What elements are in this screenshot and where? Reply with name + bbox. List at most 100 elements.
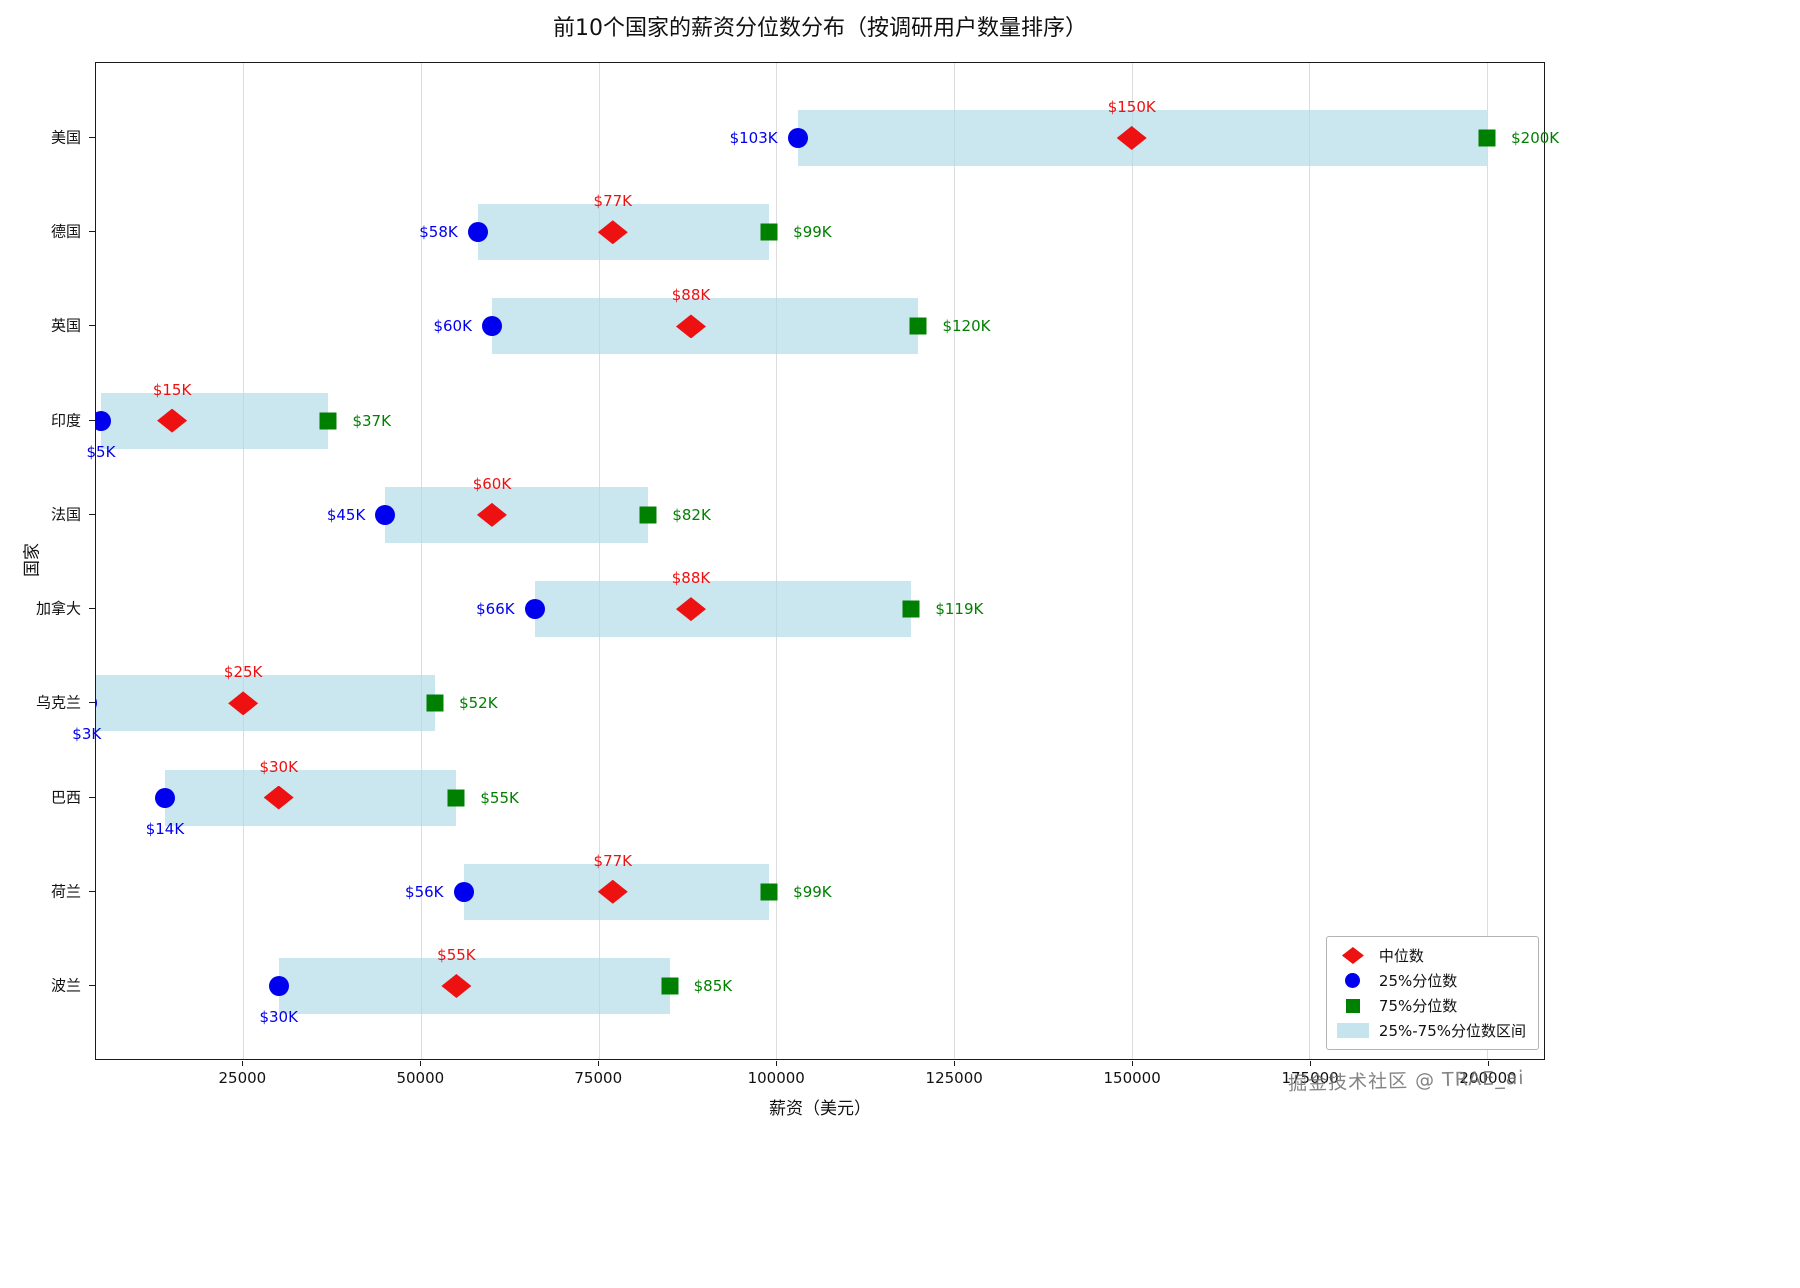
median-label: $88K (671, 286, 711, 305)
y-tick-label: 巴西 (50, 788, 81, 807)
median-label: $55K (437, 946, 476, 964)
x-tick-label: 75000 (574, 1069, 623, 1087)
gridline (1309, 63, 1311, 1059)
legend-item-band: 25%-75%分位数区间 (1335, 1020, 1526, 1041)
percentile-band (278, 958, 670, 1014)
x-tick-label: 25000 (218, 1069, 267, 1087)
x-tick-label: 100000 (747, 1069, 805, 1087)
x-tick-mark (776, 1061, 778, 1066)
legend-item-p25: 25%分位数 (1335, 970, 1526, 991)
median-label: $77K (593, 192, 633, 211)
x-tick-mark (420, 1061, 422, 1066)
y-tick-label: 法国 (50, 505, 81, 524)
x-tick-mark (954, 1061, 956, 1066)
p75-label: $52K (459, 694, 498, 713)
y-tick-label: 乌克兰 (35, 693, 81, 712)
median-label: $60K (472, 474, 512, 493)
x-tick-label: 125000 (925, 1069, 983, 1087)
p75-marker (661, 977, 679, 995)
square-icon (1345, 998, 1360, 1013)
gridline (953, 63, 955, 1059)
p75-marker (760, 883, 778, 901)
gridline (1487, 63, 1489, 1059)
p75-label: $119K (935, 600, 984, 619)
percentile-band (100, 392, 329, 449)
p75-label: $99K (793, 882, 832, 901)
x-tick-label: 200000 (1459, 1069, 1517, 1087)
y-tick-mark (89, 325, 95, 327)
p75-marker (902, 600, 920, 618)
legend-item-median: 中位数 (1335, 945, 1526, 966)
p25-label: $14K (145, 819, 185, 838)
legend-item-p75: 75%分位数 (1335, 995, 1526, 1016)
plot-area: $150K $103K $200K $77K $58K $99K $88K $60K $120K… (72, 62, 1559, 1060)
x-tick-mark (598, 1061, 600, 1066)
p25-label: $30K (259, 1008, 298, 1026)
gridline (598, 63, 600, 1059)
p75-label: $99K (793, 223, 832, 242)
y-tick-label: 德国 (50, 222, 81, 241)
y-tick-mark (89, 985, 95, 986)
p75-label: $85K (693, 977, 733, 995)
percentile-band (96, 675, 436, 732)
p75-label: $200K (1511, 129, 1560, 147)
gridline-layer (96, 63, 1544, 1059)
x-tick-mark (1310, 1061, 1312, 1066)
gridline (776, 63, 778, 1059)
x-tick-label: 175000 (1281, 1069, 1339, 1087)
p25-marker (524, 599, 545, 620)
p75-marker (426, 694, 444, 712)
y-tick-mark (89, 890, 95, 892)
p25-marker (154, 787, 175, 808)
y-tick-mark (89, 702, 95, 704)
x-tick-mark (1488, 1061, 1490, 1066)
legend-label: 75%分位数 (1378, 997, 1458, 1015)
y-tick-label: 加拿大 (35, 599, 81, 618)
p75-marker (639, 506, 657, 524)
median-label: $25K (223, 663, 263, 682)
p25-marker (268, 976, 289, 996)
p25-marker (375, 504, 396, 525)
p25-marker (467, 222, 488, 243)
y-tick-mark (89, 608, 95, 610)
percentile-band (164, 769, 457, 826)
y-axis-tick-labels: 美国 德国 英国 印度 法国 加拿大 乌克兰 巴西 荷兰 波兰 (0, 62, 95, 1060)
p75-marker (447, 789, 465, 807)
legend-swatch (1335, 947, 1371, 964)
p75-marker (319, 412, 337, 430)
p75-label: $55K (480, 788, 519, 807)
p25-label: $45K (326, 505, 366, 524)
x-tick-label: 150000 (1103, 1069, 1161, 1087)
circle-icon (1345, 973, 1361, 988)
legend: 中位数 25%分位数 75%分位数 25%-75%分位数区间 (1325, 936, 1539, 1050)
median-label: $77K (593, 851, 633, 870)
x-axis-label: 薪资（美元） (769, 1099, 871, 1119)
p75-marker (1478, 129, 1496, 147)
p25-marker (481, 316, 502, 337)
p25-marker (453, 881, 474, 902)
legend-label: 中位数 (1378, 947, 1424, 965)
legend-swatch (1335, 998, 1371, 1013)
y-tick-label: 英国 (50, 316, 81, 335)
x-axis: 25000 50000 75000 100000 125000 150000 175000 2… (95, 1061, 1545, 1095)
x-tick-label: 50000 (396, 1069, 445, 1087)
p75-marker (760, 223, 778, 241)
band-icon (1336, 1023, 1369, 1038)
median-label: $15K (152, 380, 192, 399)
p75-label: $37K (352, 411, 391, 430)
p25-label: $103K (729, 129, 778, 147)
gridline (243, 63, 245, 1059)
p25-label: $66K (476, 600, 515, 619)
p25-marker (96, 410, 111, 431)
p75-marker (909, 317, 927, 335)
diamond-icon (1341, 947, 1364, 964)
p25-marker (96, 693, 97, 714)
y-tick-mark (89, 137, 95, 138)
p75-label: $82K (672, 505, 711, 524)
x-tick-mark (1132, 1061, 1134, 1066)
y-tick-mark (89, 513, 95, 515)
legend-label: 25%-75%分位数区间 (1378, 1022, 1526, 1040)
y-tick-label: 印度 (50, 411, 81, 430)
chart-title: 前10个国家的薪资分位数分布（按调研用户数量排序） (553, 16, 1087, 41)
p25-marker (787, 128, 808, 148)
